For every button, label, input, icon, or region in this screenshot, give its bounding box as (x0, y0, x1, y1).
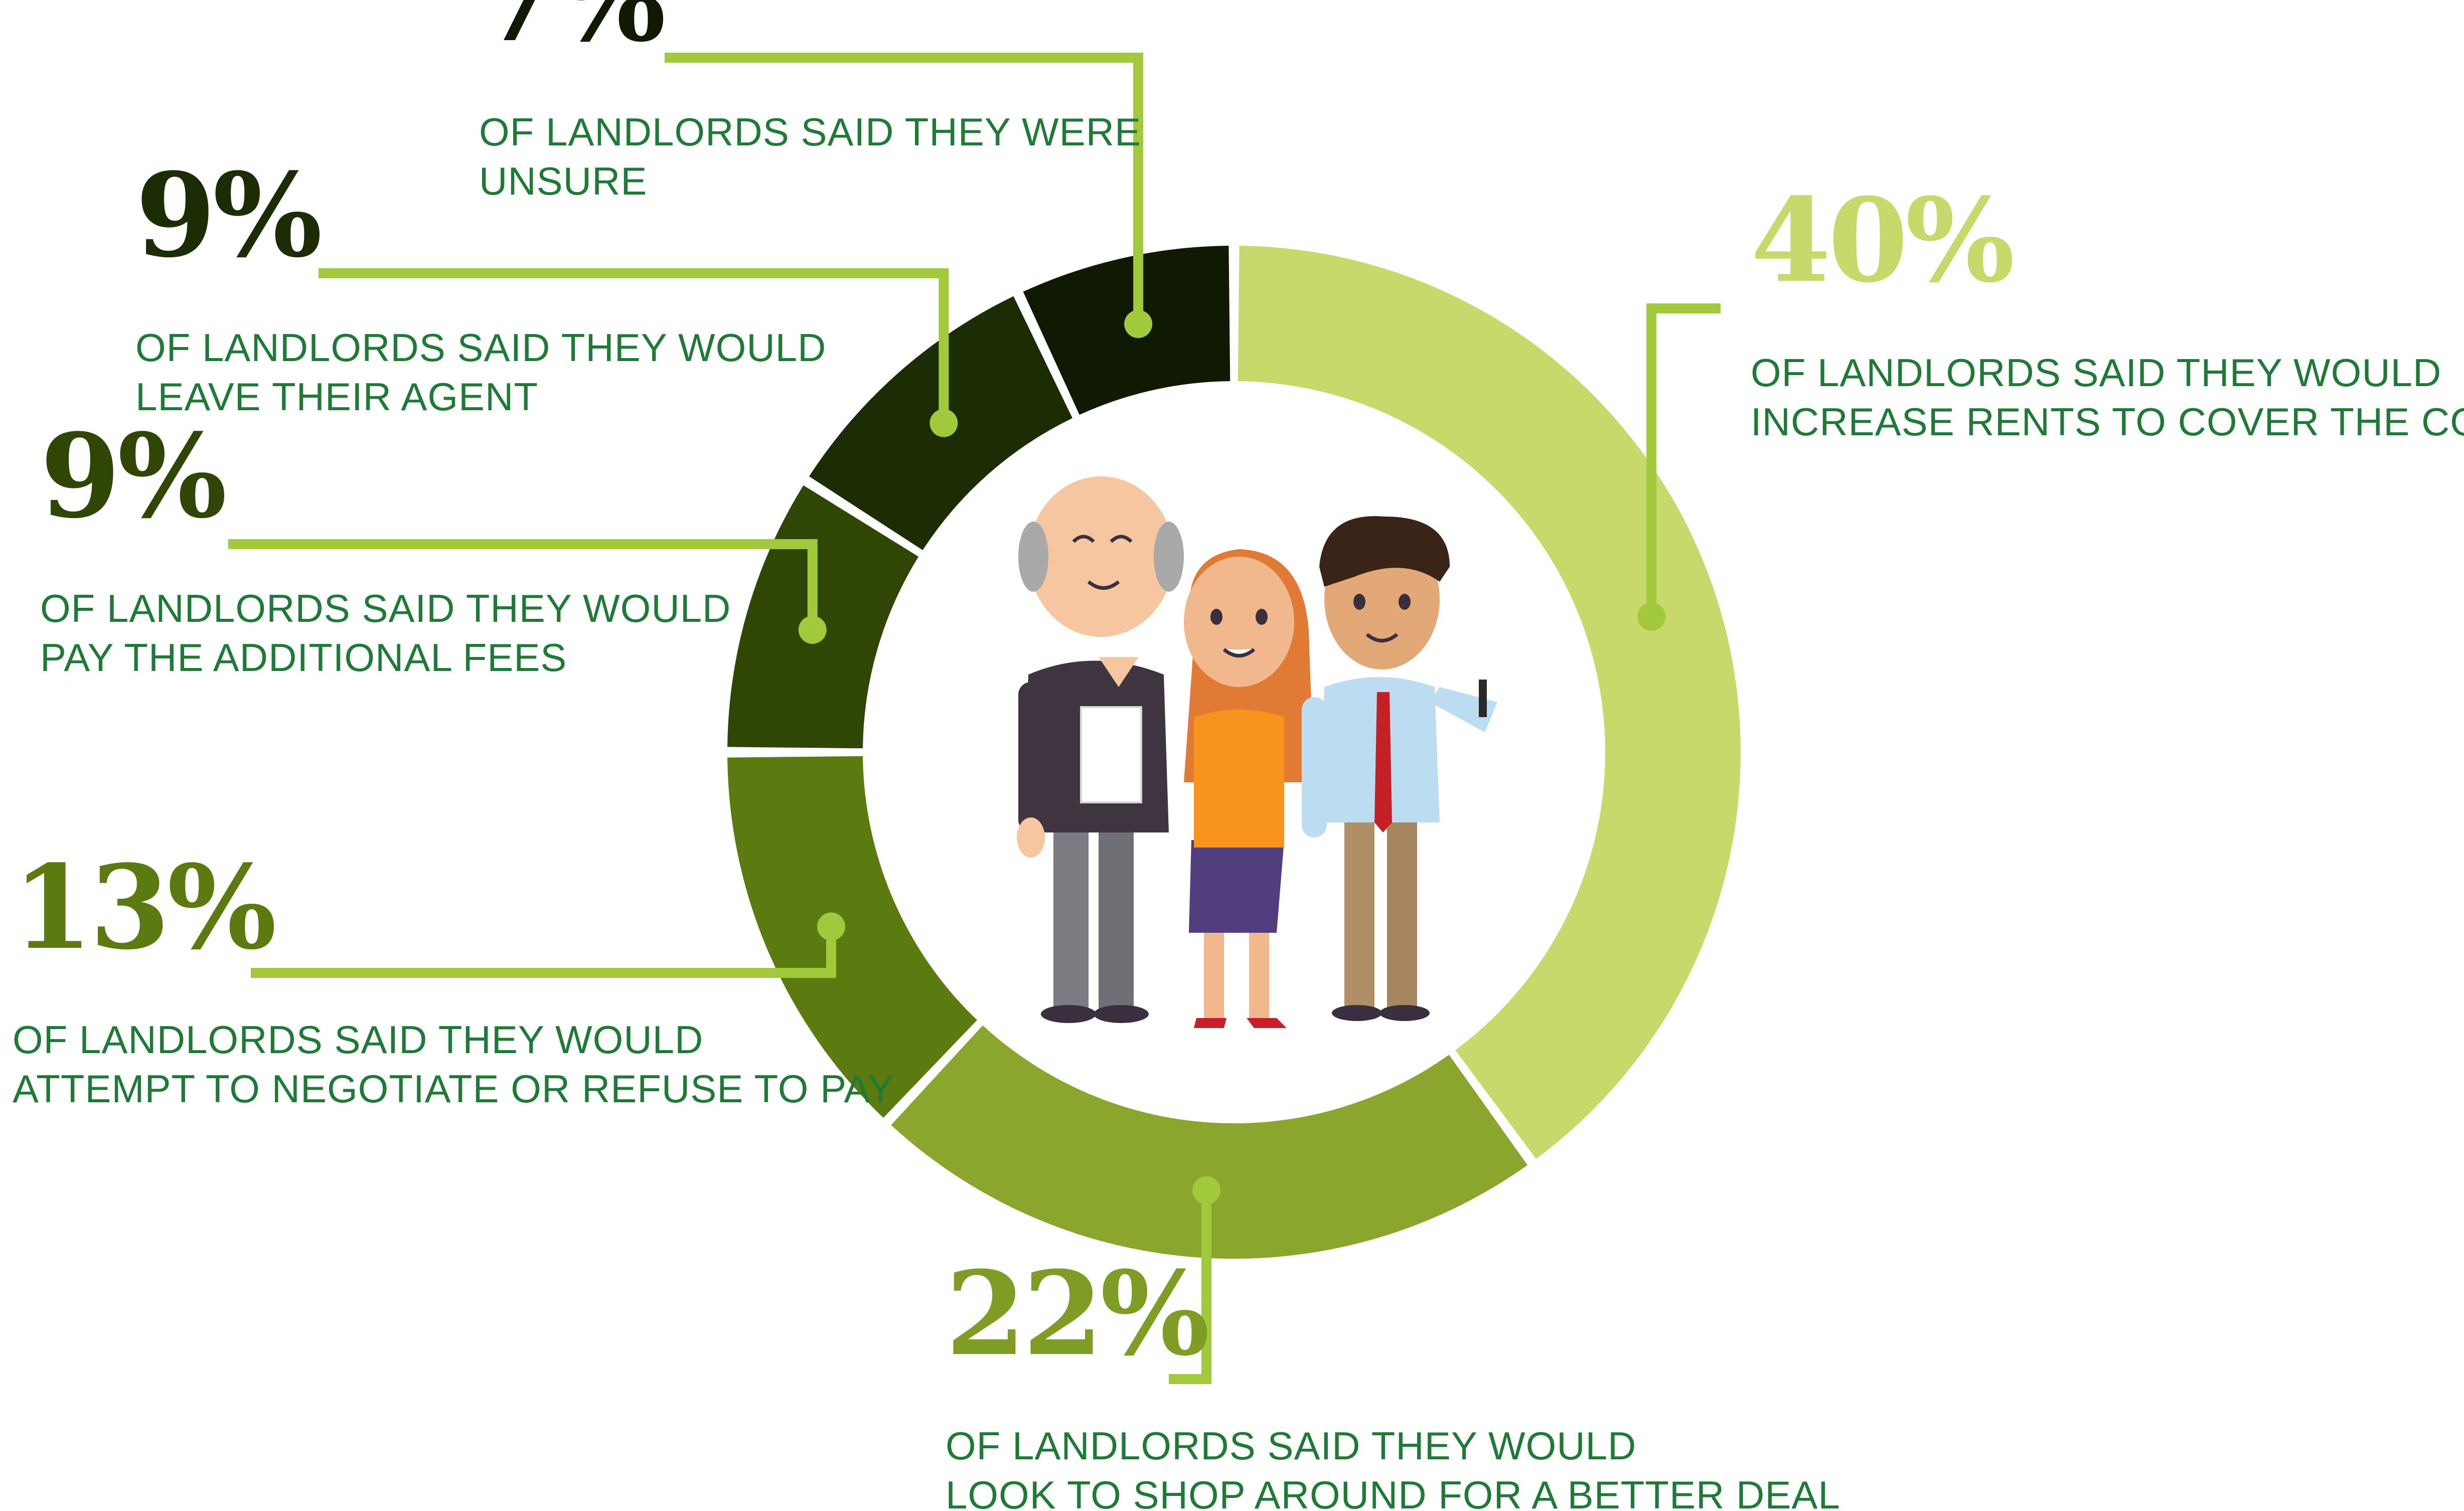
leader-line-unsure (665, 53, 1144, 324)
slice-pay-fees (727, 485, 919, 749)
young-man-figure (1302, 516, 1497, 1021)
leader-line-shop-around (1169, 1190, 1212, 1384)
description-line-1-unsure: OF LANDLORDS SAID THEY WERE (479, 110, 1141, 154)
old-man-figure (1017, 476, 1184, 1023)
slice-shop-around (891, 1025, 1528, 1259)
percent-label-pay-fees: 9% (40, 409, 224, 544)
leaders-layer (228, 53, 1721, 1384)
description-line-2-negotiate: ATTEMPT TO NEGOTIATE OR REFUSE TO PAY (13, 1067, 894, 1111)
description-line-1-increase-rents: OF LANDLORDS SAID THEY WOULD (1751, 351, 2441, 395)
leader-line-pay-fees (228, 539, 818, 630)
three-people-illustration (1017, 476, 1497, 1028)
description-line-1-negotiate: OF LANDLORDS SAID THEY WOULD (13, 1018, 703, 1062)
percent-label-shop-around: 22% (946, 1246, 1207, 1382)
description-line-2-pay-fees: PAY THE ADDITIONAL FEES (40, 635, 567, 680)
percent-label-negotiate: 13% (13, 840, 274, 975)
description-line-1-pay-fees: OF LANDLORDS SAID THEY WOULD (40, 586, 731, 630)
leader-line-leave-agent (319, 268, 949, 423)
description-line-2-increase-rents: INCREASE RENTS TO COVER THE COST (1751, 400, 2464, 444)
description-line-1-leave-agent: OF LANDLORDS SAID THEY WOULD (135, 325, 826, 370)
leader-dot-shop-around (1192, 1176, 1221, 1205)
percent-label-unsure: 7% (479, 0, 663, 68)
labels-layer: 40% OF LANDLORDS SAID THEY WOULD INCREASE … (13, 0, 2464, 1511)
description-line-2-unsure: UNSURE (479, 159, 647, 203)
leader-dot-pay-fees (798, 615, 827, 644)
slice-increase-rents (1238, 246, 1741, 1159)
leader-line-negotiate (251, 926, 836, 978)
leader-dot-leave-agent (930, 409, 958, 437)
description-line-1-shop-around: OF LANDLORDS SAID THEY WOULD (946, 1424, 1636, 1468)
woman-figure (1184, 549, 1314, 1028)
leader-dot-increase-rents (1637, 602, 1666, 631)
slice-negotiate (727, 756, 977, 1118)
percent-label-leave-agent: 9% (135, 148, 320, 283)
description-line-2-shop-around: LOOK TO SHOP AROUND FOR A BETTER DEAL (946, 1473, 1840, 1511)
leader-line-increase-rents (1646, 303, 1721, 617)
leader-dot-unsure (1124, 310, 1153, 339)
leader-dot-negotiate (817, 912, 845, 941)
description-line-2-leave-agent: LEAVE THEIR AGENT (135, 375, 538, 419)
percent-label-increase-rents: 40% (1751, 173, 2012, 308)
